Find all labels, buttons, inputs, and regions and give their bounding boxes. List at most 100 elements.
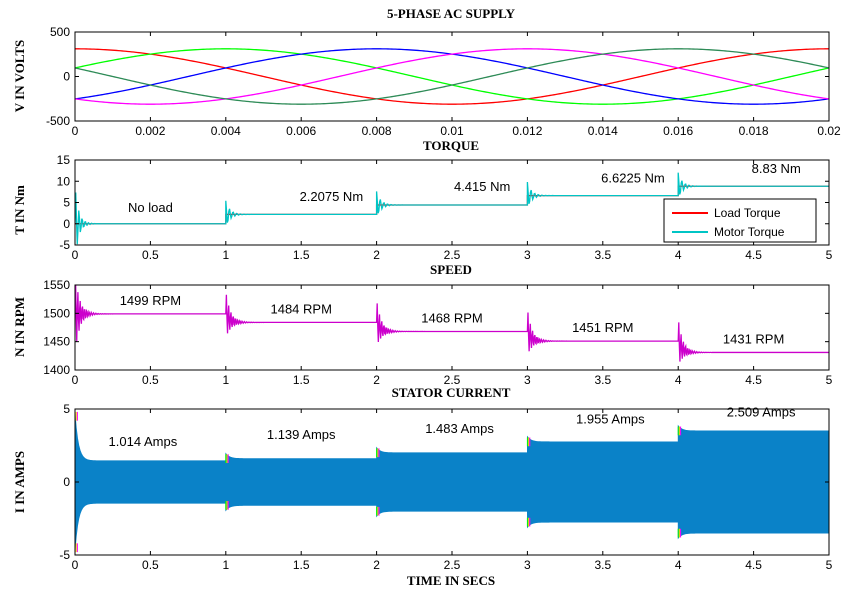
x-tick-label: 0.018 [739,124,769,138]
time-xlabel: TIME IN SECS [407,573,495,588]
y-tick-label: 0 [63,475,70,489]
x-tick-label: 0.012 [512,124,542,138]
torque-annotation: 2.2075 Nm [300,189,364,204]
x-tick-label: 0.004 [211,124,241,138]
motor-torque-line [75,172,829,245]
legend-box [663,198,817,243]
x-tick-label: 1 [222,373,229,387]
x-tick-label: 4.5 [745,558,762,572]
supply-ylabel: V IN VOLTS [12,40,27,112]
y-tick-label: -5 [59,238,70,252]
y-tick-label: 0 [63,70,70,84]
x-tick-label: 0 [72,124,79,138]
x-tick-label: 5 [826,373,833,387]
y-tick-label: 1400 [43,363,70,377]
x-tick-label: 2 [373,373,380,387]
y-tick-label: 10 [57,174,71,188]
speed-line [75,285,829,362]
x-tick-label: 3 [524,558,531,572]
torque-annotation: 6.6225 Nm [601,171,665,186]
y-tick-label: 1500 [43,306,70,320]
axes-2: 0 0.5 1 1.5 2 2.5 3 3.5 4 4.5 5 1550 1500 1450 1400 [43,278,832,387]
torque-annotation: 4.415 Nm [454,179,510,194]
current-band [75,412,829,552]
speed-annotation: 1468 RPM [421,310,482,325]
x-tick-label: 0.5 [142,558,159,572]
x-tick-label: 4 [675,373,682,387]
x-tick-label: 1.5 [293,373,310,387]
x-tick-label: 0 [72,373,79,387]
y-tick-label: 5 [63,196,70,210]
current-annotation: 2.509 Amps [727,404,796,419]
torque-annotation: No load [128,200,173,215]
x-tick-label: 0.016 [663,124,693,138]
x-tick-label: 1.5 [293,558,310,572]
x-tick-label: 1 [222,558,229,572]
y-tick-label: 500 [50,25,70,39]
speed-title: SPEED [430,262,472,277]
current-title: STATOR CURRENT [392,385,511,400]
torque-series-group [75,172,829,245]
x-tick-label: 3 [524,373,531,387]
current-annotation: 1.139 Amps [267,427,336,442]
torque-ylabel: T IN Nm [12,185,27,235]
x-tick-label: 2.5 [444,248,461,262]
axes-0: 0 0.002 0.004 0.006 0.008 0.01 0.012 0.014 0.016… [46,25,841,138]
plot-frame-1 [74,159,830,246]
x-tick-label: 0 [72,558,79,572]
phase-line-1 [75,48,829,105]
x-tick-label: 0.014 [588,124,618,138]
speed-annotation: 1499 RPM [120,293,181,308]
x-tick-label: 4 [675,558,682,572]
x-tick-label: 3.5 [594,558,611,572]
x-tick-label: 0.01 [440,124,464,138]
legend-label: Motor Torque [714,225,785,239]
phase-line-4 [75,48,829,105]
x-tick-label: 1.5 [293,248,310,262]
y-tick-label: 1450 [43,335,70,349]
speed-ylabel: N IN RPM [12,297,27,357]
x-tick-label: 0 [72,248,79,262]
plots-layer: 0 0.002 0.004 0.006 0.008 0.01 0.012 0.014 0.016… [43,25,841,572]
x-tick-label: 0.02 [817,124,841,138]
x-tick-label: 2 [373,248,380,262]
y-tick-label: 1550 [43,278,70,292]
current-ylabel: I IN AMPS [12,451,27,513]
y-tick-label: 5 [63,402,70,416]
x-tick-label: 5 [826,558,833,572]
plot-frame-2 [74,284,830,371]
x-tick-label: 0.5 [142,373,159,387]
torque-annotation: 8.83 Nm [752,161,801,176]
y-tick-label: 15 [57,153,71,167]
current-annotation: 1.483 Amps [425,421,494,436]
current-annotation: 1.955 Amps [576,412,645,427]
x-tick-label: 2.5 [444,373,461,387]
x-tick-label: 4.5 [745,248,762,262]
y-tick-label: 0 [63,217,70,231]
plot-frame-0 [74,31,830,122]
torque-title: TORQUE [423,138,479,153]
plot-frame-3 [74,408,830,556]
supply-title: 5-PHASE AC SUPPLY [387,6,516,21]
x-tick-label: 5 [826,248,833,262]
torque-legend: Load Torque Motor Torque [663,198,817,243]
speed-series-group [75,285,829,362]
legend-label: Load Torque [714,206,781,220]
x-tick-label: 2.5 [444,558,461,572]
x-tick-label: 3 [524,248,531,262]
y-tick-label: -5 [59,548,70,562]
x-tick-label: 3.5 [594,248,611,262]
phase-line-5 [75,48,829,105]
x-tick-label: 0.006 [286,124,316,138]
x-tick-label: 1 [222,248,229,262]
current-series-group [75,411,829,553]
current-annotation: 1.014 Amps [109,434,178,449]
x-tick-label: 0.5 [142,248,159,262]
x-tick-label: 3.5 [594,373,611,387]
speed-annotation: 1431 RPM [723,331,784,346]
x-tick-label: 4 [675,248,682,262]
supply-series-group [75,48,829,105]
x-tick-label: 0.008 [362,124,392,138]
